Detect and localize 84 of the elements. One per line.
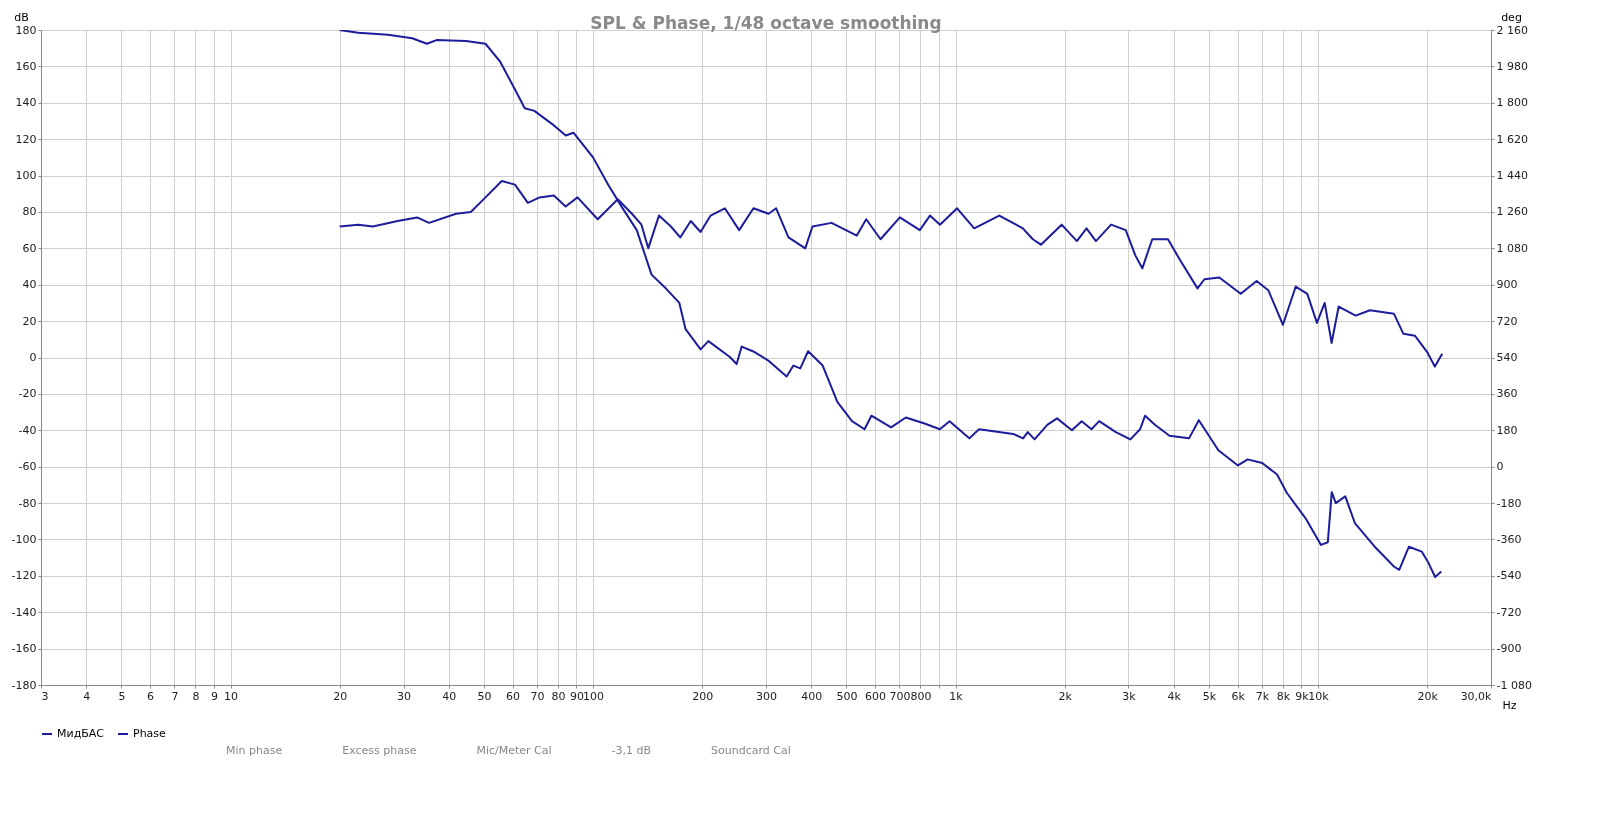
y2-tick-label: 720: [1496, 314, 1518, 328]
x-tick-label: 30,0k: [1460, 689, 1493, 703]
x-tick-label: 5: [118, 689, 126, 703]
y-tick-label: -120: [11, 569, 37, 583]
y2-tick-label: -360: [1496, 532, 1522, 546]
y2-tick-label: 1 260: [1496, 205, 1528, 219]
y-tick-label: 40: [22, 278, 37, 292]
y2-tick-label: 900: [1496, 278, 1518, 292]
y-tick-label: -60: [18, 460, 37, 474]
y-tick-label: 140: [15, 96, 37, 110]
x-tick-label: 200: [692, 689, 714, 703]
text: Soundcard Cal: [711, 744, 791, 757]
y2-tick-label: 2 160: [1496, 23, 1528, 37]
x-tick-label: 100: [583, 689, 605, 703]
x-tick-label: 6: [147, 689, 155, 703]
y2-tick-label: 540: [1496, 351, 1518, 364]
text: Mic/Meter Cal: [476, 744, 552, 757]
y-axis-title: dB: [14, 10, 29, 24]
x-tick-label: 40: [442, 689, 457, 703]
x-tick-label: 10k: [1308, 689, 1330, 703]
x-tick-label: 2k: [1058, 689, 1073, 703]
y-tick-label: 180: [15, 23, 37, 37]
y-tick-label: 100: [15, 169, 37, 183]
x-tick-label: 20: [333, 689, 348, 703]
x-tick-label: 9: [210, 689, 218, 703]
x-tick-label: 20k: [1417, 689, 1439, 703]
chart-title: SPL & Phase, 1/48 octave smoothing: [590, 13, 942, 33]
x-tick-label: 10: [224, 689, 239, 703]
y-tick-label: 80: [22, 205, 37, 219]
y2-tick-label: 180: [1496, 423, 1518, 437]
x-tick-label: 8k: [1276, 689, 1291, 703]
y-tick-label: 20: [22, 314, 37, 328]
x-axis-title: Hz: [1502, 698, 1517, 712]
y2-tick-label: -540: [1496, 569, 1522, 583]
x-tick-label: 7: [171, 689, 179, 703]
y2-axis-title: deg: [1501, 10, 1522, 24]
y-tick-label: -180: [11, 678, 37, 692]
x-tick-label: 800: [910, 689, 932, 703]
y2-tick-label: 1 980: [1496, 59, 1528, 73]
x-tick-label: 700: [889, 689, 911, 703]
x-tick-label: 300: [756, 689, 777, 703]
y-tick-label: 0: [29, 351, 37, 364]
text: Min phase: [226, 744, 283, 757]
y2-tick-label: -1 080: [1496, 678, 1532, 692]
x-tick-label: 5k: [1202, 689, 1217, 703]
y-tick-label: -80: [18, 496, 37, 510]
y-tick-label: -160: [11, 642, 37, 656]
y2-tick-label: 1 080: [1496, 241, 1528, 255]
y-tick-label: 120: [15, 132, 37, 146]
x-tick-label: 80: [551, 689, 566, 703]
y-tick-label: -20: [18, 387, 37, 401]
y-tick-label: 160: [15, 59, 37, 73]
x-tick-label: 6k: [1231, 689, 1246, 703]
y2-tick-label: 0: [1496, 460, 1504, 474]
x-tick-label: 50: [477, 689, 492, 703]
y2-tick-label: 360: [1496, 387, 1518, 401]
x-tick-label: 70: [530, 689, 545, 703]
x-tick-label: 8: [192, 689, 200, 703]
x-tick-label: 4k: [1167, 689, 1182, 703]
x-tick-label: 600: [865, 689, 887, 703]
legend-label: Phase: [133, 727, 167, 740]
y-tick-label: -100: [11, 532, 37, 546]
x-tick-label: 7k: [1255, 689, 1270, 703]
y2-tick-label: -900: [1496, 642, 1522, 656]
x-tick-label: 1k: [949, 689, 964, 703]
x-tick-label: 500: [836, 689, 858, 703]
legend-label: МидБАС: [57, 727, 105, 740]
x-tick-label: 3: [41, 689, 49, 703]
y2-tick-label: 1 620: [1496, 132, 1528, 146]
x-tick-label: 90: [569, 689, 584, 703]
text: Excess phase: [342, 744, 417, 757]
x-tick-label: 400: [801, 689, 823, 703]
y2-tick-label: -180: [1496, 496, 1522, 510]
y2-tick-label: -720: [1496, 605, 1522, 619]
y-tick-label: -140: [11, 605, 37, 619]
y-tick-label: -40: [18, 423, 37, 437]
x-tick-label: 60: [506, 689, 521, 703]
y2-tick-label: 1 440: [1496, 169, 1528, 183]
x-tick-label: 4: [83, 689, 91, 703]
x-tick-label: 30: [397, 689, 411, 703]
y2-tick-label: 1 800: [1496, 96, 1528, 110]
y-tick-label: 60: [22, 241, 37, 255]
x-tick-label: 3k: [1122, 689, 1137, 703]
text: -3,1 dB: [611, 744, 652, 757]
